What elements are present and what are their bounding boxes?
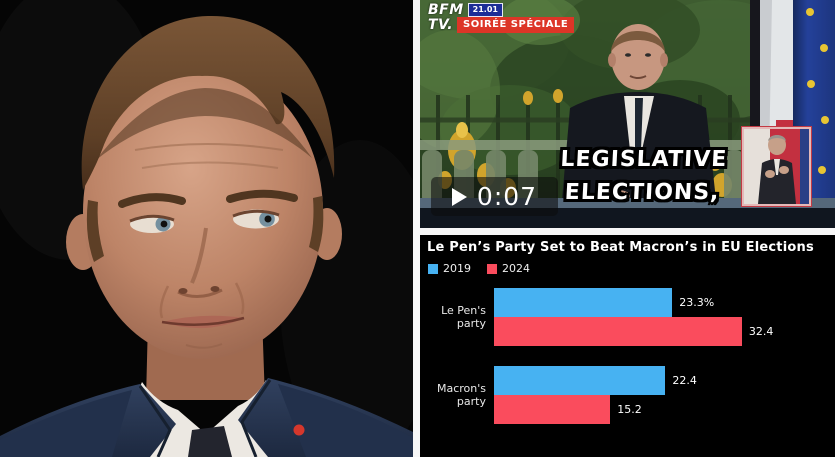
macron-portrait-photo — [0, 0, 413, 457]
value-label-lepen-2019: 23.3% — [679, 296, 715, 309]
play-button[interactable]: 0:07 — [431, 177, 558, 216]
interpreter-illustration — [744, 129, 809, 204]
red-lapel-pin — [293, 424, 305, 436]
caption-line-2: ELECTIONS, — [564, 180, 721, 205]
video-timestamp: 0:07 — [476, 182, 538, 211]
chart-plot: Le Pen's party 23.3% 32.4 Macron's party — [420, 288, 835, 424]
chart-title: Le Pen’s Party Set to Beat Macron’s in E… — [427, 240, 814, 255]
chart-legend: 2019 2024 — [428, 262, 835, 275]
bar-macron-2019 — [494, 366, 666, 395]
horizontal-divider — [420, 228, 835, 235]
bar-macron-2024 — [494, 395, 611, 424]
legend-entry-2024: 2024 — [487, 262, 530, 275]
portrait-illustration — [0, 0, 413, 457]
program-badge: SOIRÉE SPÉCIALE — [457, 17, 575, 33]
value-label-lepen-2024: 32.4 — [748, 325, 774, 338]
bfm-logo-line1: BFM — [428, 2, 464, 18]
play-icon — [451, 187, 467, 206]
value-label-macron-2019: 22.4 — [672, 374, 697, 387]
legend-swatch-2019 — [428, 263, 438, 274]
bar-lepen-2019 — [494, 288, 673, 317]
legend-label-2019: 2019 — [443, 262, 471, 275]
legend-swatch-2024 — [487, 263, 497, 274]
category-label-macron: Macron's party — [436, 382, 486, 408]
bar-group-lepen: Le Pen's party 23.3% 32.4 — [420, 288, 835, 346]
video-scene — [420, 0, 835, 228]
legend-entry-2019: 2019 — [428, 262, 471, 275]
bar-lepen-2024 — [494, 317, 742, 346]
sign-language-interpreter-inset — [741, 126, 812, 207]
value-label-macron-2024: 15.2 — [617, 403, 642, 416]
video-player[interactable]: BFM 21.01 TV. SOIRÉE SPÉCIALE LEGISLATIV… — [420, 0, 835, 228]
video-caption: LEGISLATIVE ELECTIONS, — [556, 143, 729, 209]
caption-line-1: LEGISLATIVE — [559, 147, 728, 172]
eu-elections-chart: Le Pen’s Party Set to Beat Macron’s in E… — [420, 235, 835, 457]
macron-speaking — [562, 24, 716, 202]
category-label-lepen: Le Pen's party — [441, 304, 486, 330]
channel-branding: BFM 21.01 TV. SOIRÉE SPÉCIALE — [428, 2, 575, 33]
legend-label-2024: 2024 — [502, 262, 530, 275]
vertical-divider — [413, 0, 420, 457]
bfm-logo-line2: TV. — [428, 17, 454, 33]
bar-group-macron: Macron's party 22.4 15.2 — [420, 366, 835, 424]
time-badge: 21.01 — [467, 3, 503, 17]
